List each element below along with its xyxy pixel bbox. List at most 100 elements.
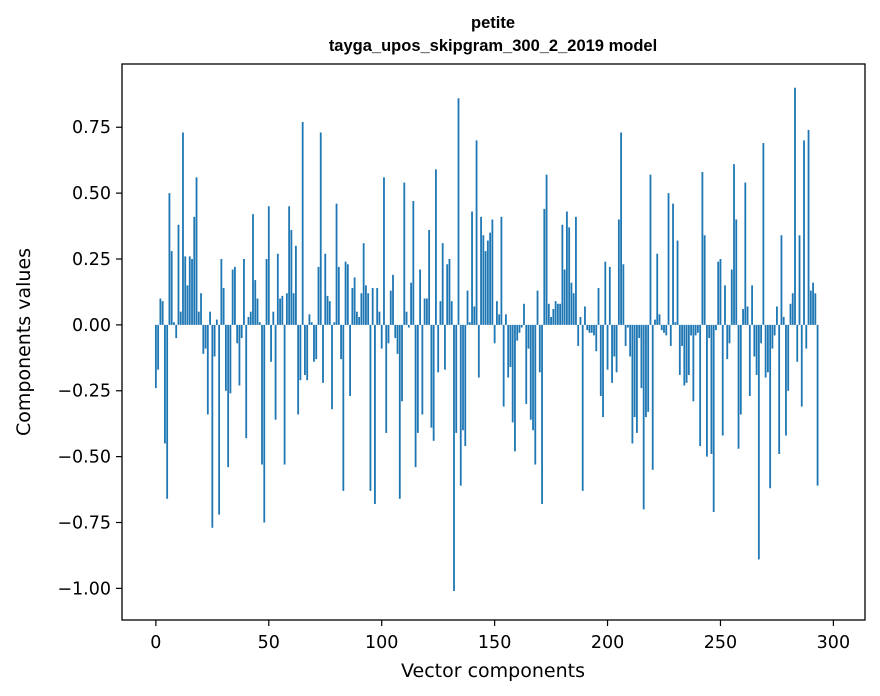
bar: [389, 290, 392, 325]
bar: [654, 319, 656, 325]
bar: [597, 287, 600, 325]
bar: [760, 324, 763, 344]
bar: [525, 324, 528, 404]
y-tick-label: 0.50: [72, 184, 111, 204]
bar: [651, 324, 654, 470]
bar: [346, 264, 349, 325]
bar: [394, 324, 397, 339]
bar: [766, 324, 769, 373]
bar: [778, 324, 781, 454]
bar: [669, 324, 672, 346]
bar: [369, 324, 372, 491]
bar: [285, 293, 288, 325]
bar: [243, 259, 245, 325]
bar: [419, 269, 422, 325]
bar: [486, 240, 489, 325]
bar: [398, 324, 401, 499]
bar: [254, 280, 257, 325]
bar: [572, 293, 575, 325]
bar: [687, 324, 690, 375]
bar: [791, 293, 794, 325]
bar: [274, 324, 277, 420]
bar: [245, 324, 248, 439]
bar: [762, 143, 765, 325]
bar: [177, 224, 180, 325]
bar: [507, 324, 510, 378]
bar: [453, 324, 455, 592]
bar: [577, 324, 580, 346]
bar: [629, 324, 632, 357]
bar: [425, 298, 428, 325]
bar: [193, 216, 196, 325]
bar: [552, 309, 555, 325]
bar: [444, 324, 446, 370]
bar: [195, 177, 198, 325]
bar: [683, 324, 686, 386]
bar: [247, 316, 250, 325]
bar: [672, 203, 674, 325]
bar: [435, 169, 437, 325]
bar: [800, 324, 803, 407]
bar: [593, 324, 595, 336]
bar: [191, 259, 193, 325]
bar: [168, 193, 171, 325]
bar: [543, 208, 546, 325]
bar: [294, 245, 297, 325]
bar: [502, 324, 505, 407]
bar: [258, 322, 261, 325]
bar: [617, 219, 620, 325]
bar: [401, 324, 403, 402]
bar: [782, 316, 785, 325]
bar: [514, 324, 516, 452]
bar: [270, 324, 272, 362]
bar: [337, 266, 340, 325]
bar: [464, 324, 467, 447]
x-tick-label: 100: [365, 633, 398, 653]
bar: [638, 324, 641, 339]
bar: [547, 303, 550, 325]
bar: [538, 324, 541, 373]
bar: [667, 193, 670, 325]
bar: [633, 324, 636, 418]
bar: [448, 259, 451, 325]
bar: [529, 324, 532, 420]
bar: [523, 303, 525, 325]
x-axis-label: Vector components: [401, 660, 585, 682]
bar: [706, 324, 708, 457]
bar: [489, 232, 492, 325]
bar: [276, 253, 279, 325]
bar: [209, 311, 211, 325]
bar: [660, 324, 663, 331]
bar: [803, 140, 805, 325]
bar: [604, 261, 607, 325]
bar: [261, 324, 263, 465]
bar: [351, 287, 354, 325]
bar: [511, 324, 514, 423]
bar: [764, 324, 767, 378]
bar: [328, 301, 331, 325]
bar: [407, 324, 410, 328]
bar: [541, 324, 543, 505]
bar: [353, 277, 356, 325]
bar: [728, 324, 731, 344]
bar: [719, 259, 722, 325]
bar: [484, 251, 487, 325]
bar: [739, 324, 742, 415]
bar: [681, 324, 683, 346]
bar: [428, 230, 431, 325]
bar: [559, 303, 562, 325]
bar: [229, 324, 232, 394]
bar: [157, 324, 160, 370]
bar: [703, 235, 706, 325]
bar: [771, 324, 774, 349]
bar: [159, 298, 162, 325]
bar: [498, 314, 501, 325]
x-tick-label: 300: [817, 633, 850, 653]
bar: [737, 324, 740, 449]
bar: [430, 324, 433, 428]
bar: [710, 324, 713, 454]
bar: [724, 285, 726, 325]
bar: [493, 324, 496, 344]
bar: [726, 324, 729, 360]
bar: [746, 306, 749, 325]
